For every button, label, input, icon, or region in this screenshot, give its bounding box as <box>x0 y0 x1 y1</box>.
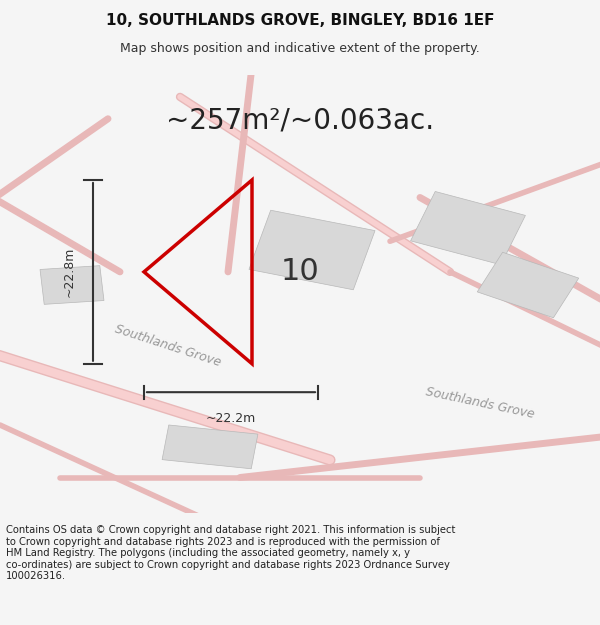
Polygon shape <box>410 191 526 265</box>
Text: Southlands Grove: Southlands Grove <box>424 385 536 421</box>
Text: ~257m²/~0.063ac.: ~257m²/~0.063ac. <box>166 107 434 135</box>
Polygon shape <box>477 253 579 318</box>
Text: ~22.8m: ~22.8m <box>62 247 76 297</box>
Text: Map shows position and indicative extent of the property.: Map shows position and indicative extent… <box>120 42 480 55</box>
Text: Contains OS data © Crown copyright and database right 2021. This information is : Contains OS data © Crown copyright and d… <box>6 525 455 581</box>
Polygon shape <box>249 210 375 290</box>
Text: 10: 10 <box>281 258 319 286</box>
Text: 10, SOUTHLANDS GROVE, BINGLEY, BD16 1EF: 10, SOUTHLANDS GROVE, BINGLEY, BD16 1EF <box>106 12 494 28</box>
Text: Southlands Grove: Southlands Grove <box>113 323 223 369</box>
Text: ~22.2m: ~22.2m <box>206 412 256 425</box>
Polygon shape <box>162 425 258 469</box>
Polygon shape <box>40 266 104 304</box>
